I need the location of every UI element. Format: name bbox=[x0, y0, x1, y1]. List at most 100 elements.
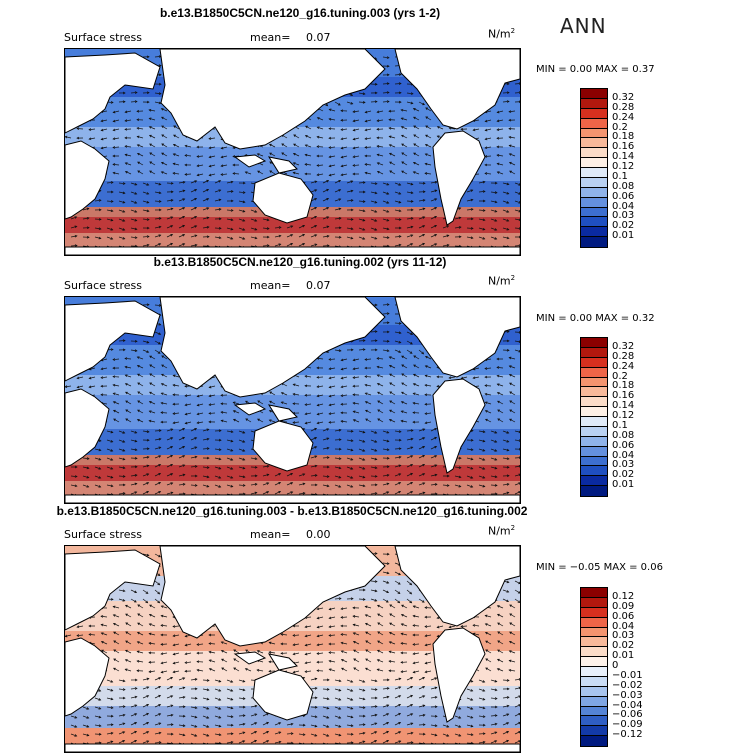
colorbar-tick-label: 0.02 bbox=[612, 469, 635, 481]
colorbar-tick-label: 0.32 bbox=[612, 91, 635, 103]
colorbar-tick-label: 0.03 bbox=[612, 630, 635, 642]
colorbar-tick-label: 0.1 bbox=[612, 170, 628, 182]
panel-3-minmax: MIN = −0.05 MAX = 0.06 bbox=[536, 562, 663, 573]
panel-3-mean-value: 0.00 bbox=[306, 528, 331, 541]
colorbar-tick-label: 0.04 bbox=[612, 449, 635, 461]
colorbar-tick-label: 0.12 bbox=[612, 161, 635, 172]
colorbar-swatch bbox=[581, 597, 607, 608]
colorbar-swatch bbox=[581, 436, 607, 447]
colorbar-swatch bbox=[581, 138, 607, 149]
colorbar-swatch bbox=[581, 627, 607, 638]
panel-2-mean-label: mean= bbox=[250, 279, 291, 292]
colorbar-tick-label: 0.03 bbox=[612, 459, 635, 471]
colorbar-swatch bbox=[581, 227, 607, 238]
colorbar-swatch bbox=[581, 417, 607, 427]
panel-2-units: N/m2 bbox=[488, 274, 516, 288]
colorbar-tick-label: −0.09 bbox=[612, 719, 643, 731]
panel-3-units: N/m2 bbox=[488, 524, 516, 538]
colorbar-swatch bbox=[581, 446, 607, 457]
colorbar-swatch bbox=[581, 118, 607, 129]
colorbar-swatch bbox=[581, 647, 607, 658]
panel-2-title: b.e13.B1850C5CN.ne120_g16.tuning.002 (yr… bbox=[153, 255, 447, 269]
colorbar-tick-label: −0.02 bbox=[612, 679, 643, 691]
panel-2-minmax: MIN = 0.00 MAX = 0.32 bbox=[536, 313, 655, 324]
colorbar-swatch bbox=[581, 637, 607, 648]
colorbar-swatch bbox=[581, 397, 607, 408]
colorbar-tick-label: 0.12 bbox=[612, 410, 635, 421]
colorbar-swatch bbox=[581, 217, 607, 228]
panel-1-minmax: MIN = 0.00 MAX = 0.37 bbox=[536, 64, 655, 75]
colorbar-tick-label: 0.14 bbox=[612, 400, 635, 412]
colorbar-tick-label: −0.04 bbox=[612, 699, 643, 711]
colorbar-tick-label: 0.12 bbox=[612, 590, 635, 602]
panel-3-title: b.e13.B1850C5CN.ne120_g16.tuning.003 - b… bbox=[56, 504, 528, 518]
panel-3-colorbar bbox=[580, 587, 608, 747]
colorbar-swatch bbox=[581, 158, 607, 168]
colorbar-swatch bbox=[581, 168, 607, 178]
colorbar-swatch bbox=[581, 187, 607, 198]
colorbar-swatch bbox=[581, 338, 607, 348]
colorbar-tick-label: 0 bbox=[612, 660, 619, 671]
panel-1-variable: Surface stress bbox=[64, 31, 142, 44]
panel-1-mean-label: mean= bbox=[250, 31, 291, 44]
colorbar-swatch bbox=[581, 426, 607, 437]
colorbar-tick-label: 0.08 bbox=[612, 429, 635, 441]
colorbar-tick-label: 0.32 bbox=[612, 340, 635, 352]
colorbar-tick-label: 0.2 bbox=[612, 121, 628, 133]
panel-2-colorbar bbox=[580, 337, 608, 497]
colorbar-tick-label: 0.28 bbox=[612, 101, 635, 113]
colorbar-tick-label: 0.01 bbox=[612, 230, 635, 242]
colorbar-swatch bbox=[581, 588, 607, 598]
colorbar-swatch bbox=[581, 696, 607, 707]
colorbar-swatch bbox=[581, 89, 607, 99]
colorbar-tick-label: 0.03 bbox=[612, 210, 635, 222]
season-label: ANN bbox=[560, 14, 607, 38]
colorbar-tick-label: 0.06 bbox=[612, 190, 635, 202]
colorbar-swatch bbox=[581, 456, 607, 467]
colorbar-tick-label: 0.04 bbox=[612, 620, 635, 632]
colorbar-swatch bbox=[581, 128, 607, 139]
panel-3-mean-label: mean= bbox=[250, 528, 291, 541]
colorbar-tick-label: 0.14 bbox=[612, 151, 635, 163]
panel-2-map bbox=[64, 296, 521, 504]
colorbar-swatch bbox=[581, 197, 607, 208]
colorbar-swatch bbox=[581, 98, 607, 109]
colorbar-tick-label: 0.06 bbox=[612, 610, 635, 622]
colorbar-swatch bbox=[581, 407, 607, 417]
colorbar-tick-label: 0.01 bbox=[612, 650, 635, 662]
colorbar-tick-label: 0.02 bbox=[612, 640, 635, 652]
colorbar-tick-label: 0.01 bbox=[612, 479, 635, 491]
colorbar-swatch bbox=[581, 347, 607, 358]
colorbar-tick-label: 0.09 bbox=[612, 600, 635, 612]
colorbar-swatch bbox=[581, 676, 607, 687]
panel-2-variable: Surface stress bbox=[64, 279, 142, 292]
colorbar-tick-label: 0.04 bbox=[612, 200, 635, 212]
colorbar-tick-label: 0.1 bbox=[612, 419, 628, 431]
colorbar-tick-label: 0.02 bbox=[612, 220, 635, 232]
colorbar-swatch bbox=[581, 476, 607, 487]
colorbar-swatch bbox=[581, 108, 607, 119]
colorbar-swatch bbox=[581, 177, 607, 188]
colorbar-tick-label: 0.28 bbox=[612, 350, 635, 362]
colorbar-swatch bbox=[581, 736, 607, 746]
colorbar-swatch bbox=[581, 607, 607, 618]
panel-1-colorbar bbox=[580, 88, 608, 248]
colorbar-tick-label: −0.01 bbox=[612, 669, 643, 681]
panel-1-title: b.e13.B1850C5CN.ne120_g16.tuning.003 (yr… bbox=[159, 6, 441, 20]
colorbar-swatch bbox=[581, 357, 607, 368]
colorbar-swatch bbox=[581, 466, 607, 477]
colorbar-tick-label: 0.2 bbox=[612, 370, 628, 382]
colorbar-tick-label: 0.16 bbox=[612, 141, 635, 153]
colorbar-swatch bbox=[581, 148, 607, 159]
panel-1-units: N/m2 bbox=[488, 27, 516, 41]
colorbar-tick-label: 0.06 bbox=[612, 439, 635, 451]
panel-1-map bbox=[64, 48, 521, 256]
panel-2-mean-value: 0.07 bbox=[306, 279, 331, 292]
colorbar-swatch bbox=[581, 387, 607, 398]
colorbar-tick-label: 0.24 bbox=[612, 360, 635, 372]
colorbar-swatch bbox=[581, 716, 607, 727]
colorbar-tick-label: 0.18 bbox=[612, 380, 635, 392]
colorbar-tick-label: 0.18 bbox=[612, 131, 635, 143]
colorbar-tick-label: −0.03 bbox=[612, 689, 643, 701]
colorbar-swatch bbox=[581, 686, 607, 697]
